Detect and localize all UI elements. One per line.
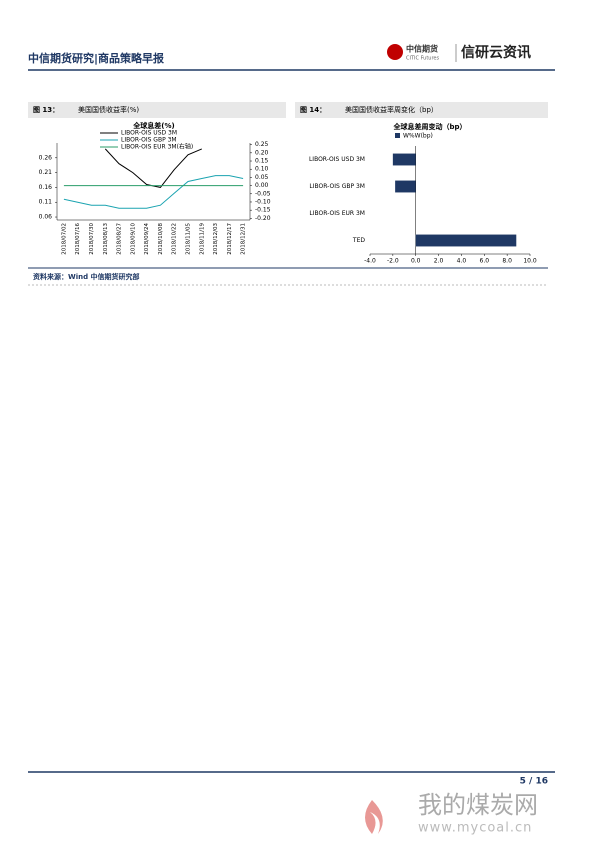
bar	[392, 153, 416, 166]
y2-tick-label: 0.00	[255, 182, 269, 189]
x-tick-label: 10.0	[523, 258, 537, 265]
y2-tick-label: 0.15	[255, 158, 269, 165]
figure-bar	[295, 102, 548, 118]
source: 资料来源：Wind 中信期货研究部	[33, 272, 140, 281]
x-tick-label: 2018/08/27	[117, 223, 123, 255]
x-tick-label: 2018/12/03	[213, 223, 219, 255]
figure-label: 图 13：	[33, 105, 59, 114]
legend-label: LIBOR-OIS EUR 3M(右轴)	[121, 143, 193, 151]
x-tick-label: 2018/11/05	[185, 223, 191, 255]
x-tick-label: 2.0	[434, 258, 444, 265]
chart-title: 全球息差周变动（bp）	[392, 122, 466, 131]
y2-tick-label: -0.15	[255, 207, 271, 214]
x-tick-label: 2018/07/02	[61, 223, 67, 255]
y-tick-label: 0.26	[39, 154, 53, 161]
x-tick-label: 2018/08/13	[103, 223, 109, 255]
x-tick-label: 2018/12/17	[227, 223, 233, 255]
header-title: 中信期货研究|商品策略早报	[28, 51, 165, 65]
bar	[415, 234, 517, 247]
x-tick-label: -4.0	[364, 258, 376, 265]
watermark-url: www.mycoal.cn	[418, 821, 532, 836]
y-tick-label: 0.06	[39, 214, 53, 221]
y2-tick-label: 0.05	[255, 174, 269, 181]
x-tick-label: 2018/07/30	[89, 223, 95, 255]
y-tick-label: LIBOR-OIS GBP 3M	[309, 183, 365, 190]
logo-sub: CITIC Futures	[406, 56, 439, 62]
series-line	[63, 175, 244, 209]
x-tick-label: 2018/12/31	[241, 223, 247, 255]
y2-tick-label: -0.10	[255, 198, 271, 205]
legend-swatch	[395, 133, 400, 138]
x-tick-label: 2018/10/22	[172, 223, 178, 255]
legend-label: LIBOR-OIS GBP 3M	[121, 137, 177, 144]
x-tick-label: 2018/09/24	[144, 223, 150, 255]
y2-tick-label: 0.25	[255, 141, 269, 148]
x-tick-label: 2018/09/10	[130, 223, 136, 255]
x-tick-label: 2018/11/19	[199, 223, 205, 255]
y-tick-label: LIBOR-OIS EUR 3M	[309, 210, 365, 217]
figure-bar	[28, 102, 286, 118]
page-number: 5 / 16	[520, 777, 548, 787]
y-tick-label: 0.21	[39, 169, 53, 176]
y-tick-label: TED	[352, 237, 365, 244]
watermark-icon	[365, 800, 383, 834]
logo-icon	[387, 44, 403, 60]
legend-label: W%W(bp)	[403, 133, 433, 140]
logo-small: 中信期货	[406, 44, 438, 54]
x-tick-label: 6.0	[480, 258, 490, 265]
legend-label: LIBOR-OIS USD 3M	[121, 130, 177, 137]
figure-caption: 美国国债收益率周变化（bp）	[345, 105, 438, 114]
x-tick-label: -2.0	[387, 258, 399, 265]
y2-tick-label: -0.20	[255, 215, 271, 222]
x-tick-label: 4.0	[457, 258, 467, 265]
y-tick-label: 0.11	[39, 199, 53, 206]
y2-tick-label: 0.20	[255, 149, 269, 156]
y2-tick-label: -0.05	[255, 190, 271, 197]
y-tick-label: LIBOR-OIS USD 3M	[309, 156, 365, 163]
y2-tick-label: 0.10	[255, 166, 269, 173]
y-tick-label: 0.16	[39, 184, 53, 191]
logo: 信研云资讯	[461, 44, 531, 61]
x-tick-label: 8.0	[502, 258, 512, 265]
x-tick-label: 2018/10/08	[158, 223, 164, 255]
figure-label: 图 14：	[300, 105, 326, 114]
bar	[395, 180, 416, 193]
x-tick-label: 0.0	[411, 258, 421, 265]
figure-caption: 美国国债收益率(%)	[78, 105, 139, 114]
x-tick-label: 2018/07/16	[75, 223, 81, 255]
watermark-name: 我的煤炭网	[418, 791, 538, 819]
chart-title: 全球息差(%)	[132, 121, 174, 130]
